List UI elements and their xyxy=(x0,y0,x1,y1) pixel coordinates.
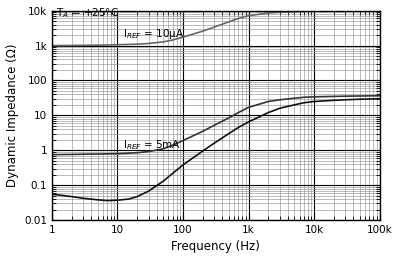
Text: T$_A$ = +25°C: T$_A$ = +25°C xyxy=(56,6,119,20)
Text: I$_{REF}$ = 5mA: I$_{REF}$ = 5mA xyxy=(123,138,180,152)
X-axis label: Frequency (Hz): Frequency (Hz) xyxy=(171,240,260,254)
Y-axis label: Dynamic Impedance (Ω): Dynamic Impedance (Ω) xyxy=(6,44,19,187)
Text: I$_{REF}$ = 10μA: I$_{REF}$ = 10μA xyxy=(123,26,184,40)
